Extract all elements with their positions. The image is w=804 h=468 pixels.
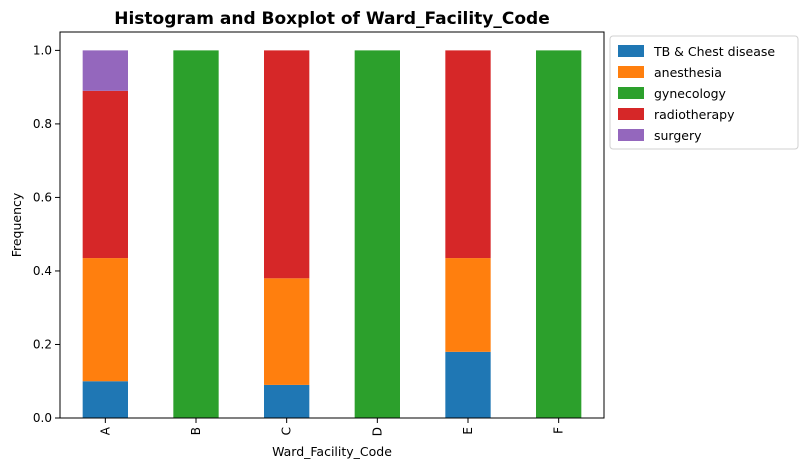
bar-F-gynecology [536,50,582,418]
y-axis-label: Frequency [9,192,24,257]
x-tick-label: C [280,427,294,435]
legend-swatch [618,45,644,57]
legend-frame [609,35,799,150]
bar-E-anesthesia [445,258,491,352]
bar-C-tb-chest-disease [264,384,310,418]
y-tick-label: 0.8 [33,117,52,131]
bar-E-tb-chest-disease [445,351,491,418]
x-tick-label: E [461,427,475,435]
bar-A-radiotherapy [82,90,128,259]
plot-frame [59,31,605,419]
bar-D-gynecology [354,50,400,418]
bar-A-surgery [82,50,128,91]
bar-A-anesthesia [82,258,128,382]
x-tick-label: A [98,426,112,435]
y-tick-label: 1.0 [33,43,52,57]
bar-C-radiotherapy [264,50,310,279]
chart-title: Histogram and Boxplot of Ward_Facility_C… [114,9,550,29]
legend-label: radiotherapy [654,107,735,122]
legend-swatch [618,129,644,141]
bar-E-radiotherapy [445,50,491,259]
x-axis-label: Ward_Facility_Code [272,444,392,459]
legend-label: anesthesia [654,65,722,80]
y-tick-label: 0.0 [33,411,52,425]
y-tick-label: 0.6 [33,190,52,204]
x-tick-label: F [552,427,566,434]
legend-label: gynecology [654,86,727,101]
y-tick-label: 0.2 [33,337,52,351]
y-axis: 0.0 0.2 0.4 0.6 0.8 1.0 [33,43,60,425]
bar-C-anesthesia [264,278,310,385]
legend-swatch [618,108,644,120]
x-tick-label: B [189,427,203,435]
legend-swatch [618,87,644,99]
legend: TB & Chest disease anesthesia gynecology ra… [609,35,799,150]
legend-swatch [618,66,644,78]
bar-B-gynecology [173,50,219,418]
legend-label: surgery [654,128,702,143]
y-tick-label: 0.4 [33,264,52,278]
x-tick-label: D [370,427,384,436]
bars-group [82,50,582,418]
legend-label: TB & Chest disease [653,44,775,59]
bar-A-tb-chest-disease [82,381,128,418]
x-axis: A B C D E F [98,418,566,436]
